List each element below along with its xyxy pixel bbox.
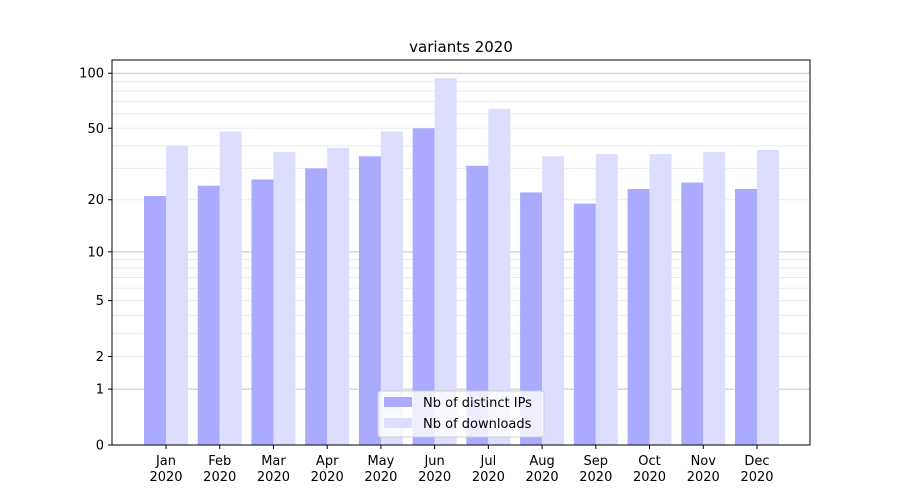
- bar-downloads: [542, 156, 565, 446]
- bar-distinct-ips: [466, 165, 489, 445]
- x-tick-label: Jun 2020: [418, 454, 451, 485]
- bar-downloads: [703, 151, 726, 446]
- y-tick-label: 5: [96, 294, 104, 309]
- bar-downloads: [649, 154, 672, 445]
- bar-downloads: [380, 131, 403, 446]
- bar-downloads: [327, 147, 350, 445]
- bar-downloads: [166, 145, 188, 445]
- plot-frame: [111, 59, 811, 446]
- y-tick-label: 1: [96, 383, 104, 398]
- x-tick-label: Mar 2020: [257, 454, 290, 485]
- bar-downloads: [273, 151, 296, 446]
- chart-title: variants 2020: [409, 38, 513, 56]
- x-tick-label: Nov 2020: [687, 454, 720, 485]
- bar-distinct-ips: [251, 179, 274, 446]
- bar-distinct-ips: [681, 182, 704, 445]
- x-tick-label: Aug 2020: [526, 454, 559, 485]
- y-tick-label: 10: [87, 245, 104, 260]
- bar-distinct-ips: [412, 128, 435, 446]
- bar-distinct-ips: [735, 188, 757, 445]
- bar-downloads: [757, 149, 779, 445]
- bar-distinct-ips: [305, 168, 328, 446]
- x-tick-label: Feb 2020: [203, 454, 236, 485]
- legend-swatch: [384, 418, 412, 428]
- bar-distinct-ips: [358, 156, 381, 446]
- x-tick-label: Oct 2020: [633, 454, 666, 485]
- bar-distinct-ips: [197, 185, 220, 445]
- legend-box: [377, 390, 545, 438]
- bar-downloads: [434, 78, 457, 446]
- bar-downloads: [488, 108, 511, 445]
- y-tick-label: 0: [96, 439, 104, 454]
- bar-distinct-ips: [573, 203, 596, 445]
- y-tick-label: 100: [79, 67, 104, 82]
- bar-distinct-ips: [520, 192, 543, 445]
- bar-distinct-ips: [144, 195, 166, 445]
- x-tick-label: Jul 2020: [472, 454, 505, 485]
- x-tick-label: Jan 2020: [149, 454, 182, 485]
- x-tick-label: Dec 2020: [740, 454, 773, 485]
- legend-label: Nb of distinct IPs: [423, 396, 532, 411]
- x-tick-label: May 2020: [364, 454, 397, 485]
- x-tick-label: Sep 2020: [579, 454, 612, 485]
- y-tick-label: 50: [87, 122, 104, 137]
- bar-downloads: [595, 154, 618, 445]
- legend: Nb of distinct IPs Nb of downloads: [377, 390, 545, 438]
- x-tick-label: Apr 2020: [311, 454, 344, 485]
- y-tick-label: 2: [96, 350, 104, 365]
- bar-distinct-ips: [627, 188, 650, 445]
- legend-label: Nb of downloads: [423, 417, 532, 432]
- legend-swatch: [384, 397, 412, 407]
- bar-downloads: [219, 131, 242, 446]
- y-tick-label: 20: [87, 193, 104, 208]
